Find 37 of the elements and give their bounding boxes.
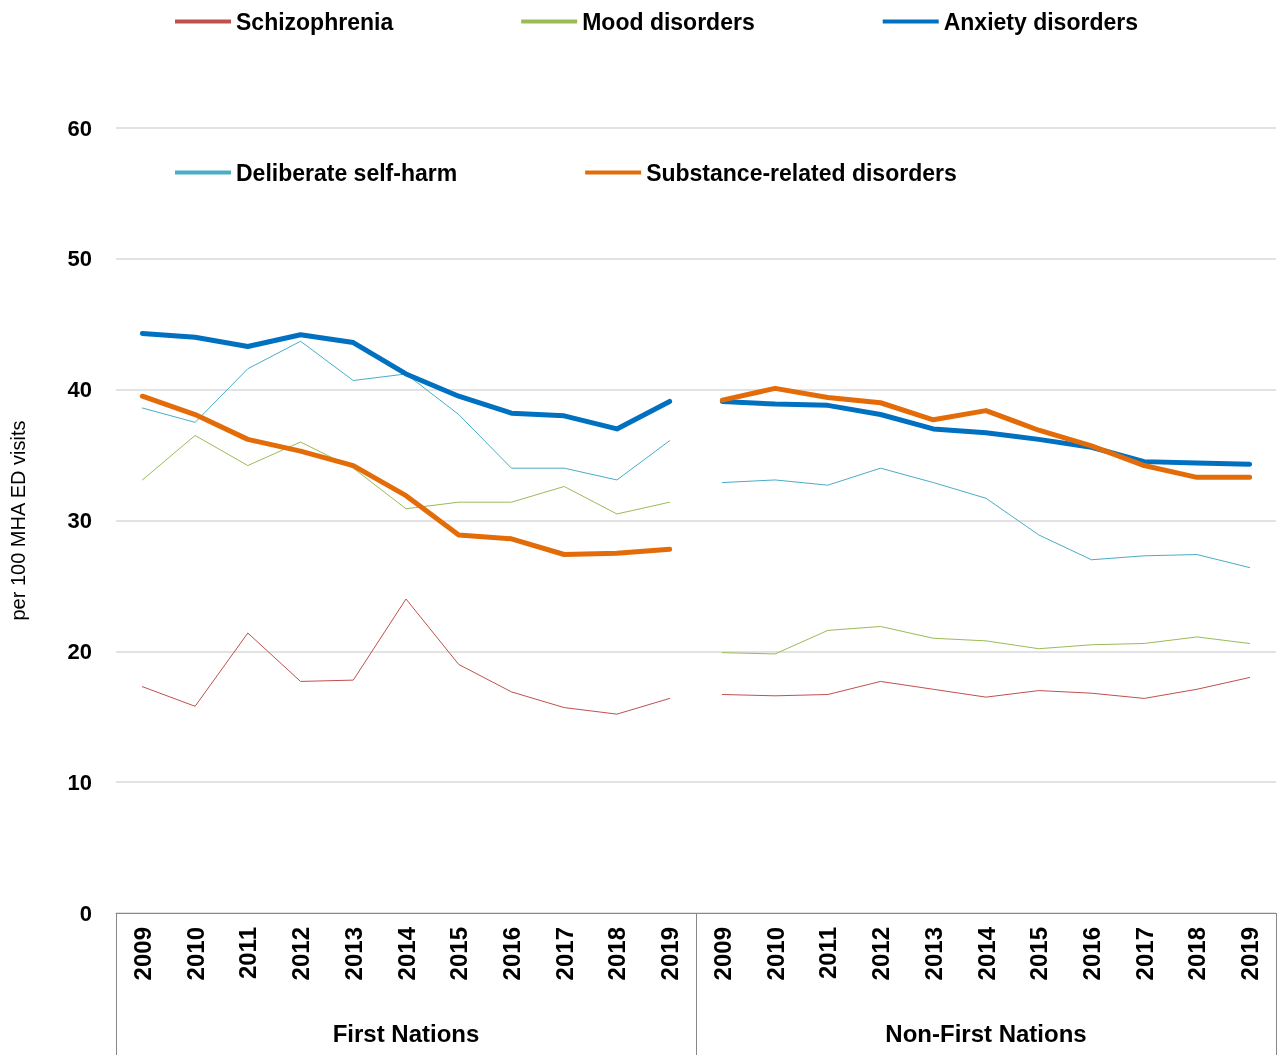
y-tick-label: 50	[67, 246, 92, 272]
legend-label: Schizophrenia	[236, 8, 394, 35]
x-tick-label: 2017	[1130, 927, 1158, 981]
x-tick-label: 2011	[814, 927, 842, 980]
x-tick-label: 2012	[287, 927, 315, 981]
legend-label: Anxiety disorders	[943, 8, 1138, 35]
text: Non-First Nations	[885, 1019, 1087, 1047]
legend-label: Deliberate self-harm	[236, 159, 458, 186]
x-tick-label: 2016	[1077, 927, 1105, 981]
x-tick-label: 2013	[339, 927, 367, 981]
x-tick-label: 2011	[234, 927, 262, 980]
x-tick-label: 2015	[445, 927, 473, 981]
x-tick-label: 2012	[867, 927, 895, 981]
x-tick-label: 2019	[1236, 927, 1264, 981]
x-tick-label: 2019	[656, 927, 684, 981]
x-tick-label: 2018	[603, 927, 631, 981]
text: First Nations	[332, 1019, 480, 1047]
y-tick-label: 10	[67, 769, 92, 795]
x-tick-label: 2013	[919, 927, 947, 981]
x-tick-label: 2010	[761, 927, 789, 981]
legend-label: Mood disorders	[582, 8, 755, 35]
x-tick-label: 2018	[1183, 927, 1211, 981]
x-tick-label: 2014	[972, 926, 1000, 981]
y-axis-title: per 100 MHA ED visits	[7, 420, 29, 621]
y-tick-label: 60	[67, 115, 92, 141]
x-tick-label: 2017	[550, 927, 578, 981]
x-tick-label: 2015	[1025, 927, 1053, 981]
x-tick-label: 2009	[128, 927, 156, 981]
x-tick-label: 2016	[497, 927, 525, 981]
y-tick-label: 40	[67, 377, 92, 403]
x-tick-label: 2010	[181, 927, 209, 981]
x-tick-label: 2009	[708, 927, 736, 981]
y-tick-label: 20	[67, 638, 92, 664]
y-tick-label: 0	[79, 900, 92, 926]
x-tick-label: 2014	[392, 926, 420, 981]
legend-label: Substance-related disorders	[646, 159, 957, 186]
y-tick-label: 30	[67, 508, 92, 533]
